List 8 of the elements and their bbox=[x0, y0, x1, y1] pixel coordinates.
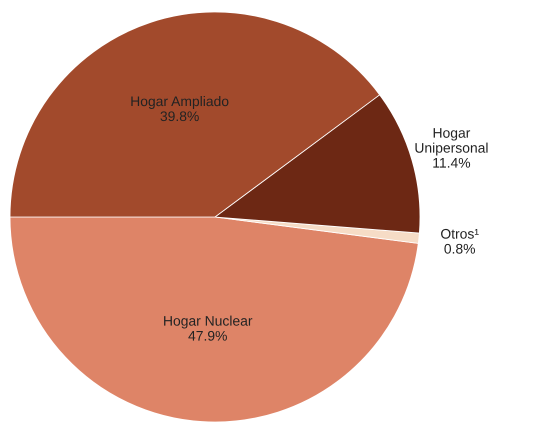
slice-label: Otros¹ bbox=[441, 228, 479, 239]
data-label: 39.8% bbox=[160, 111, 199, 122]
slice-label: Hogar Unipersonal bbox=[415, 128, 488, 156]
slice-label: Hogar Ampliado bbox=[131, 96, 228, 109]
slice-label: Hogar Nuclear bbox=[164, 316, 252, 329]
data-label: 0.8% bbox=[444, 244, 476, 254]
data-label: 11.4% bbox=[433, 158, 470, 168]
data-label: 47.9% bbox=[188, 330, 227, 341]
